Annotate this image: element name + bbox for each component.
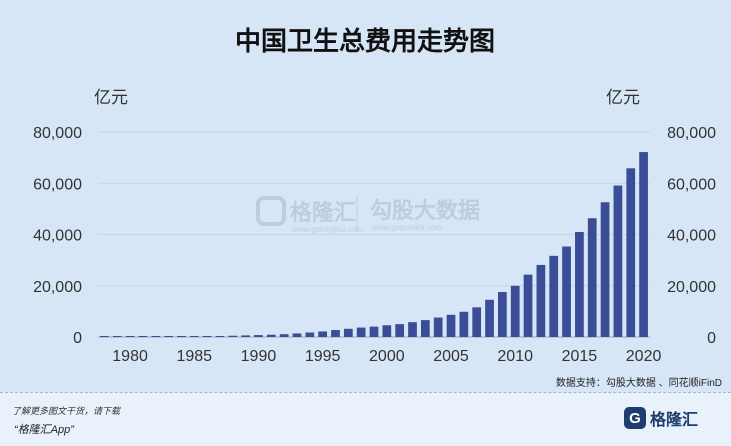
bar [485, 299, 494, 337]
bar [626, 168, 636, 337]
bar [100, 336, 109, 337]
bar [254, 335, 263, 337]
bar [189, 336, 199, 337]
bar [215, 336, 225, 337]
x-tick-label: 2000 [369, 348, 405, 365]
bar [331, 330, 340, 337]
bar [151, 336, 161, 337]
x-tick-label: 2010 [497, 348, 533, 365]
bar [408, 322, 417, 337]
bar [587, 218, 597, 337]
brand-name: 格隆汇 [650, 412, 699, 429]
bar [446, 314, 456, 337]
bar [356, 327, 366, 337]
bars [100, 152, 648, 337]
bar [575, 232, 584, 337]
y-tick-label-left: 60,000 [33, 176, 82, 193]
bar [562, 246, 571, 337]
y-tick-label-left: 40,000 [33, 228, 82, 245]
bar [305, 332, 315, 337]
watermark: 格隆汇 www.gelonghui.com 勾股大数据 www.gogudata… [256, 196, 480, 234]
x-tick-label: 1980 [112, 348, 148, 365]
bar [498, 292, 507, 337]
bar [318, 331, 328, 337]
x-tick-label: 1990 [241, 348, 277, 365]
left-y-axis-ticks: 0 20,000 40,000 60,000 80,000 [33, 125, 82, 347]
bar [177, 336, 186, 337]
footer-background [0, 392, 731, 446]
right-axis-unit: 亿元 [606, 88, 640, 107]
x-tick-label: 1985 [176, 348, 212, 365]
brand-logo-icon: G [624, 407, 646, 429]
watermark-right-sub: www.gogudata.com [371, 223, 442, 232]
bar [523, 274, 533, 337]
x-axis-ticks: 1980 1985 1990 1995 2000 2005 2010 2015 2020 [112, 348, 661, 365]
y-tick-label-left: 0 [73, 330, 82, 347]
left-axis-unit: 亿元 [94, 88, 128, 107]
bar [600, 202, 610, 337]
data-source: 数据支持：勾股大数据 、同花顺iFinD [556, 376, 722, 389]
y-tick-label-right: 20,000 [667, 279, 716, 296]
bar [510, 285, 520, 337]
bar [125, 336, 135, 337]
bar [228, 335, 238, 337]
bar [138, 336, 148, 337]
download-tip: 了解更多图文干货，请下载 [12, 406, 121, 416]
bar [549, 255, 559, 337]
y-tick-label-right: 40,000 [667, 228, 716, 245]
bar [613, 185, 623, 337]
y-tick-label-right: 60,000 [667, 176, 716, 193]
bar [266, 334, 276, 337]
bar [459, 311, 469, 337]
bar-chart: 中国卫生总费用走势图 亿元 亿元 格隆汇 www.gelonghui.com 勾… [33, 26, 722, 389]
y-tick-label-right: 0 [707, 330, 716, 347]
bar [382, 325, 392, 337]
bar [369, 326, 379, 337]
bar [639, 152, 648, 337]
x-tick-label: 1995 [305, 348, 341, 365]
y-tick-label-right: 80,000 [667, 125, 716, 142]
bar [202, 336, 212, 337]
bar [241, 335, 250, 337]
bar [164, 336, 173, 337]
bar [395, 324, 405, 337]
x-tick-label: 2005 [433, 348, 469, 365]
watermark-left-name: 格隆汇 [290, 200, 356, 225]
watermark-left-sub: www.gelonghui.com [291, 225, 363, 234]
watermark-right-name: 勾股大数据 [370, 198, 480, 223]
bar [472, 307, 482, 337]
chart-title: 中国卫生总费用走势图 [235, 26, 495, 56]
x-tick-label: 2020 [626, 348, 662, 365]
bar [279, 334, 289, 337]
right-y-axis-ticks: 0 20,000 40,000 60,000 80,000 [667, 125, 716, 347]
app-name: “格隆汇App” [14, 424, 74, 436]
bar [420, 320, 430, 337]
watermark-logo-icon [256, 196, 286, 226]
bar [433, 317, 443, 337]
y-tick-label-left: 20,000 [33, 279, 82, 296]
bar [343, 328, 353, 337]
x-tick-label: 2015 [562, 348, 598, 365]
brand: G 格隆汇 [624, 404, 698, 432]
bar [292, 333, 302, 337]
bar [536, 264, 546, 337]
footer-divider [0, 392, 731, 393]
y-tick-label-left: 80,000 [33, 125, 82, 142]
bar [112, 336, 122, 337]
